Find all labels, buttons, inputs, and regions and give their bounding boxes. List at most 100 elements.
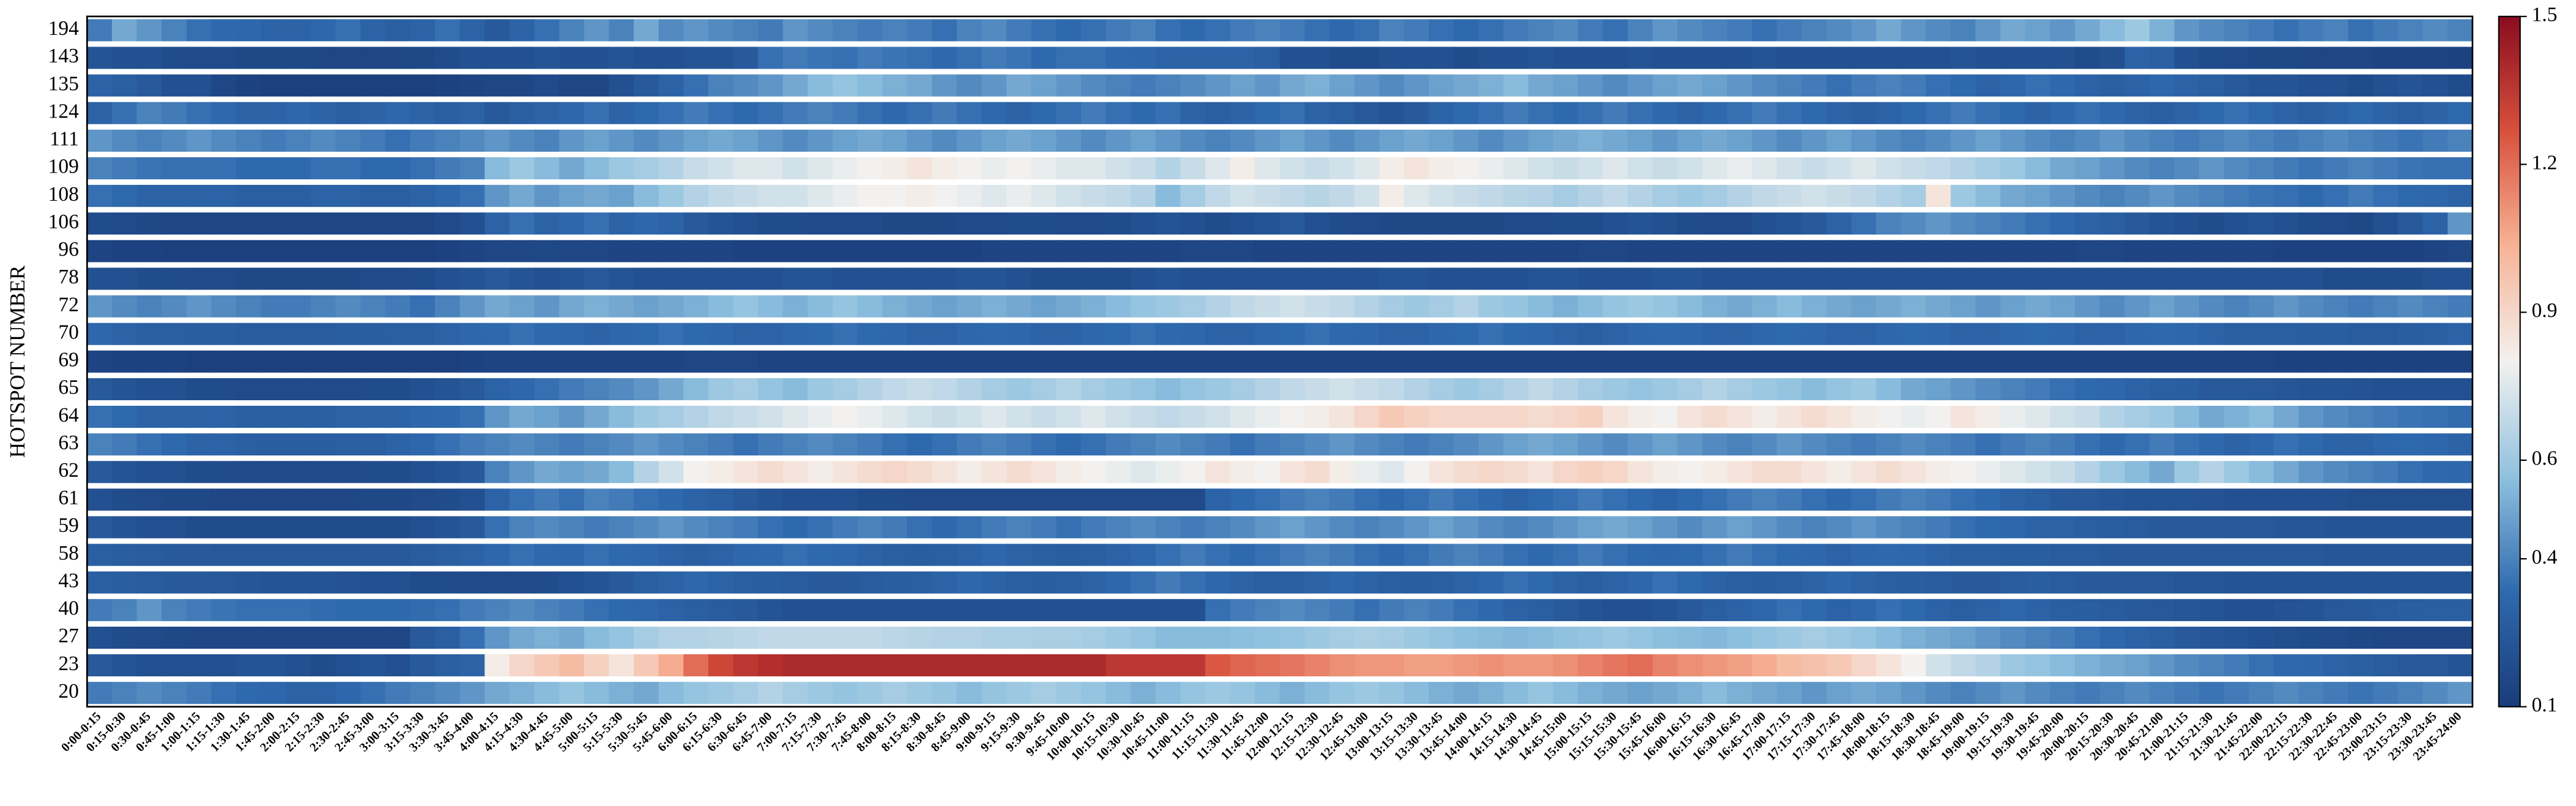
heat-cell: [286, 406, 311, 428]
heat-cell: [733, 433, 759, 456]
heat-cell: [1950, 323, 1977, 345]
heat-cell: [981, 267, 1008, 290]
heat-cell: [335, 240, 362, 263]
heat-cell: [2050, 129, 2076, 152]
heat-cell: [1329, 157, 1356, 180]
heat-cell: [1130, 543, 1157, 566]
heat-cell: [1130, 599, 1157, 621]
heat-cell: [1603, 571, 1628, 594]
heat-cell: [1802, 682, 1827, 704]
heat-cell: [236, 185, 262, 207]
heat-cell: [609, 350, 635, 373]
heat-cell: [1751, 212, 1778, 235]
heat-cell: [708, 654, 734, 677]
heat-cell: [907, 129, 933, 152]
heat-cell: [1105, 571, 1132, 594]
heat-cell: [1280, 102, 1305, 124]
heat-cell: [1652, 185, 1679, 207]
heat-cell: [2149, 488, 2175, 511]
heat-cell: [1727, 461, 1753, 483]
heat-cell: [261, 626, 287, 649]
heat-cell: [907, 267, 933, 290]
heat-cell: [1926, 185, 1951, 207]
heat-cell: [335, 212, 362, 235]
heat-cell: [932, 488, 958, 511]
heat-cell: [2373, 378, 2399, 400]
heat-cell: [1876, 488, 1902, 511]
heat-cell: [584, 543, 610, 566]
heat-cell: [1578, 461, 1604, 483]
heat-cell: [857, 47, 883, 69]
heat-cell: [186, 406, 212, 428]
heat-cell: [882, 516, 908, 539]
heat-cell: [1379, 654, 1405, 677]
heat-cell: [584, 129, 610, 152]
heat-cell: [261, 599, 287, 621]
heat-cell: [1901, 571, 1927, 594]
heat-cell: [2025, 323, 2051, 345]
heat-cell: [2074, 516, 2101, 539]
heat-cell: [335, 378, 362, 400]
heat-cell: [2422, 129, 2449, 152]
heat-cell: [882, 543, 908, 566]
heat-cell: [932, 129, 958, 152]
heat-cell: [1230, 19, 1256, 42]
heat-cell: [2000, 74, 2026, 97]
heat-cell: [1354, 267, 1380, 290]
heat-cell: [1205, 654, 1231, 677]
heat-cell: [1479, 323, 1504, 345]
heat-cell: [2174, 571, 2200, 594]
heat-cell: [236, 626, 262, 649]
heat-cell: [1926, 19, 1951, 42]
heat-cell: [136, 461, 163, 483]
heat-cell: [957, 157, 982, 180]
heat-cell: [2074, 267, 2101, 290]
heat-cell: [2000, 350, 2026, 373]
heat-cell: [2000, 185, 2026, 207]
heat-cell: [2000, 682, 2026, 704]
plot-frame: [86, 15, 2474, 708]
y-tick-label: 124: [48, 100, 80, 122]
heat-cell: [1329, 185, 1356, 207]
heat-cell: [211, 543, 237, 566]
heat-cell: [410, 461, 436, 483]
heat-cell: [1802, 267, 1827, 290]
heat-cell: [857, 626, 883, 649]
heat-cell: [1503, 185, 1529, 207]
heat-cell: [1453, 267, 1480, 290]
heat-cell: [236, 19, 262, 42]
heat-cell: [385, 185, 411, 207]
heat-cell: [286, 267, 311, 290]
heat-cell: [1627, 599, 1654, 621]
heat-cell: [360, 571, 386, 594]
heat-cell: [981, 350, 1008, 373]
heat-cell: [807, 378, 834, 400]
heat-cell: [1404, 185, 1430, 207]
heat-cell: [1230, 267, 1256, 290]
heat-cell: [87, 406, 113, 428]
heat-cell: [1304, 47, 1331, 69]
heat-cell: [2448, 267, 2473, 290]
heat-cell: [261, 571, 287, 594]
heat-cell: [782, 571, 809, 594]
heat-cell: [484, 74, 510, 97]
heat-cell: [2348, 212, 2374, 235]
heat-cell: [435, 185, 461, 207]
heat-cell: [2199, 516, 2225, 539]
heat-cell: [907, 543, 933, 566]
heat-cell: [310, 488, 336, 511]
heat-cell: [981, 571, 1008, 594]
heat-cell: [1329, 323, 1356, 345]
heat-cell: [981, 74, 1008, 97]
heat-cell: [1155, 571, 1181, 594]
heat-cell: [1479, 571, 1504, 594]
heat-cell: [1503, 267, 1529, 290]
heat-cell: [2273, 599, 2299, 621]
heat-cell: [2422, 19, 2449, 42]
heat-cell: [1329, 461, 1356, 483]
heat-cell: [1578, 516, 1604, 539]
heat-cell: [932, 323, 958, 345]
heat-cell: [1603, 626, 1628, 649]
heat-cell: [832, 654, 858, 677]
heat-cell: [1553, 433, 1579, 456]
